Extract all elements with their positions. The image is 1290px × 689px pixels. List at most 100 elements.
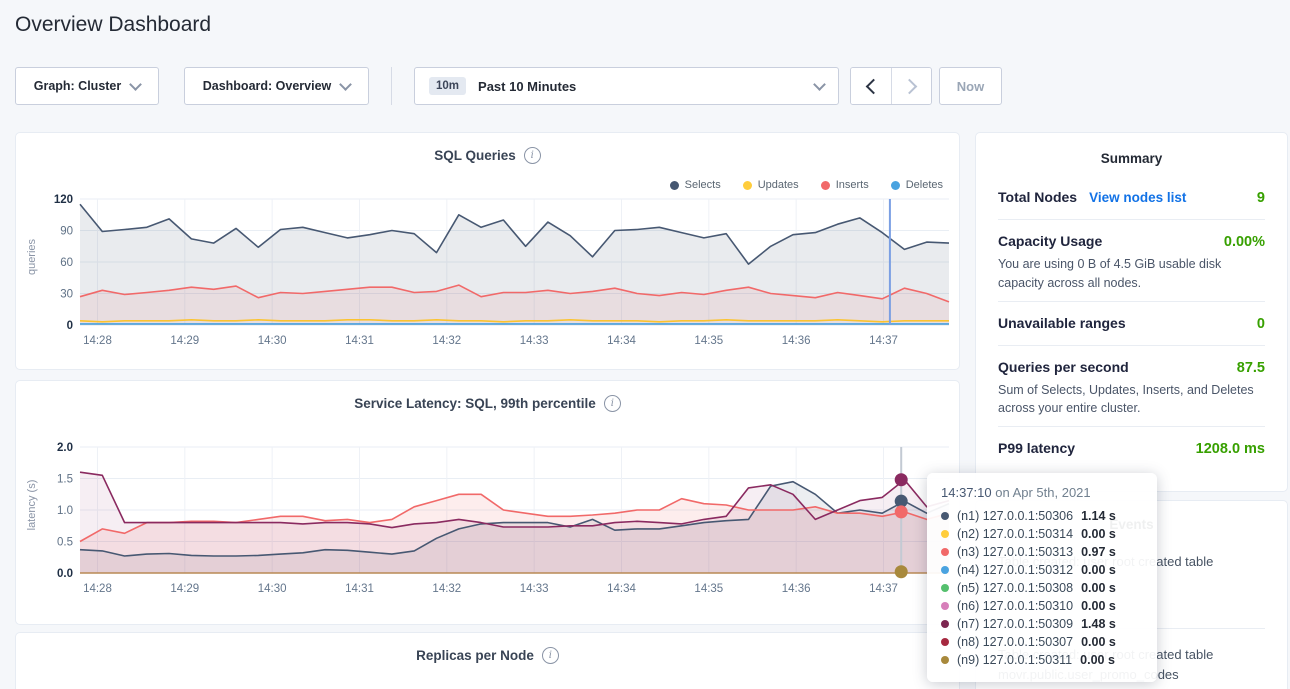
summary-title: Summary	[976, 151, 1287, 166]
svg-text:2.0: 2.0	[57, 442, 73, 454]
node-color-dot-icon	[941, 530, 949, 538]
legend-label: Selects	[685, 179, 721, 191]
svg-text:14:30: 14:30	[258, 583, 287, 595]
capacity-usage-desc: You are using 0 B of 4.5 GiB usable disk…	[998, 255, 1265, 293]
unavailable-ranges-label: Unavailable ranges	[998, 315, 1126, 331]
svg-text:14:34: 14:34	[607, 583, 636, 595]
sql-queries-chart[interactable]: 14:2814:2914:3014:3114:3214:3314:3414:35…	[34, 191, 959, 351]
svg-text:0: 0	[67, 320, 73, 332]
chevron-down-icon	[129, 78, 142, 91]
node-address: (n9) 127.0.0.1:50311	[957, 653, 1072, 667]
unavailable-ranges-row: Unavailable ranges 0	[998, 306, 1265, 341]
total-nodes-row: Total Nodes View nodes list 9	[998, 180, 1265, 215]
info-icon[interactable]	[524, 147, 541, 164]
capacity-usage-row: Capacity Usage 0.00%	[998, 224, 1265, 259]
legend-label: Updates	[758, 179, 799, 191]
svg-text:14:31: 14:31	[345, 335, 374, 347]
graph-dropdown[interactable]: Graph: Cluster	[15, 67, 159, 105]
chevron-down-icon	[813, 78, 826, 91]
queries-per-second-label: Queries per second	[998, 359, 1129, 375]
replicas-per-node-card: Replicas per Node	[15, 632, 960, 689]
p99-latency-value: 1208.0 ms	[1196, 441, 1265, 457]
node-address: (n7) 127.0.0.1:50309	[957, 617, 1073, 631]
tooltip-node-row: (n6) 127.0.0.1:50310 0.00 s	[941, 597, 1143, 615]
node-address: (n1) 127.0.0.1:50306	[957, 509, 1073, 523]
node-latency-value: 0.00 s	[1081, 599, 1116, 613]
chevron-right-icon	[902, 78, 918, 94]
svg-text:1.0: 1.0	[57, 505, 73, 517]
svg-text:14:32: 14:32	[432, 335, 461, 347]
svg-text:14:30: 14:30	[258, 335, 287, 347]
summary-panel: Summary Total Nodes View nodes list 9 Ca…	[975, 132, 1288, 492]
legend-item[interactable]: Deletes	[891, 179, 943, 191]
now-button[interactable]: Now	[939, 67, 1002, 105]
svg-text:120: 120	[54, 194, 73, 206]
p99-latency-row: P99 latency 1208.0 ms	[998, 431, 1265, 466]
node-latency-value: 0.00 s	[1080, 653, 1115, 667]
tooltip-time: 14:37:10	[941, 485, 992, 500]
svg-text:14:36: 14:36	[782, 335, 811, 347]
svg-text:60: 60	[60, 257, 73, 269]
queries-per-second-value: 87.5	[1237, 360, 1265, 376]
tooltip-node-row: (n3) 127.0.0.1:50313 0.97 s	[941, 543, 1143, 561]
node-address: (n6) 127.0.0.1:50310	[957, 599, 1073, 613]
node-color-dot-icon	[941, 638, 949, 646]
tooltip-node-row: (n5) 127.0.0.1:50308 0.00 s	[941, 579, 1143, 597]
legend-label: Inserts	[836, 179, 869, 191]
svg-text:14:29: 14:29	[170, 583, 199, 595]
node-color-dot-icon	[941, 656, 949, 664]
info-icon[interactable]	[542, 647, 559, 664]
node-address: (n5) 127.0.0.1:50308	[957, 581, 1073, 595]
node-latency-value: 0.00 s	[1081, 635, 1116, 649]
capacity-usage-label: Capacity Usage	[998, 233, 1102, 249]
legend-item[interactable]: Updates	[743, 179, 799, 191]
dashboard-dropdown-label: Dashboard: Overview	[203, 79, 332, 93]
tooltip-node-row: (n7) 127.0.0.1:50309 1.48 s	[941, 615, 1143, 633]
time-step-buttons	[850, 67, 932, 105]
svg-text:14:35: 14:35	[694, 583, 723, 595]
sql-queries-title: SQL Queries	[434, 148, 516, 163]
time-range-label: Past 10 Minutes	[478, 79, 576, 94]
service-latency-chart[interactable]: 14:2814:2914:3014:3114:3214:3314:3414:35…	[34, 439, 959, 599]
total-nodes-value: 9	[1257, 190, 1265, 206]
tooltip-node-row: (n2) 127.0.0.1:50314 0.00 s	[941, 525, 1143, 543]
queries-per-second-desc: Sum of Selects, Updates, Inserts, and De…	[998, 381, 1265, 419]
tooltip-node-row: (n4) 127.0.0.1:50312 0.00 s	[941, 561, 1143, 579]
svg-text:90: 90	[60, 226, 73, 238]
sql-queries-legend: Selects Updates Inserts Deletes	[670, 179, 943, 191]
node-color-dot-icon	[941, 512, 949, 520]
tooltip-node-row: (n1) 127.0.0.1:50306 1.14 s	[941, 507, 1143, 525]
svg-text:14:28: 14:28	[83, 583, 112, 595]
legend-dot-icon	[670, 181, 679, 190]
info-icon[interactable]	[604, 395, 621, 412]
node-color-dot-icon	[941, 566, 949, 574]
node-address: (n3) 127.0.0.1:50313	[957, 545, 1073, 559]
overview-dashboard-page: Overview Dashboard Graph: Cluster Dashbo…	[0, 0, 1290, 689]
tooltip-node-row: (n9) 127.0.0.1:50311 0.00 s	[941, 651, 1143, 669]
time-prev-button[interactable]	[851, 68, 891, 104]
svg-text:0.5: 0.5	[57, 537, 73, 549]
svg-text:14:35: 14:35	[694, 335, 723, 347]
legend-dot-icon	[743, 181, 752, 190]
time-range-selector[interactable]: 10m Past 10 Minutes	[414, 67, 839, 105]
node-latency-value: 1.14 s	[1081, 509, 1116, 523]
svg-text:14:33: 14:33	[520, 335, 549, 347]
queries-per-second-row: Queries per second 87.5	[998, 350, 1265, 385]
svg-text:14:37: 14:37	[869, 583, 898, 595]
total-nodes-label: Total Nodes	[998, 189, 1077, 205]
view-nodes-list-link[interactable]: View nodes list	[1089, 190, 1186, 205]
legend-item[interactable]: Inserts	[821, 179, 869, 191]
replicas-per-node-title: Replicas per Node	[416, 648, 534, 663]
node-address: (n4) 127.0.0.1:50312	[957, 563, 1073, 577]
node-latency-value: 0.00 s	[1081, 527, 1116, 541]
legend-dot-icon	[821, 181, 830, 190]
svg-text:14:33: 14:33	[520, 583, 549, 595]
dashboard-dropdown[interactable]: Dashboard: Overview	[184, 67, 369, 105]
time-next-button[interactable]	[891, 68, 931, 104]
node-address: (n8) 127.0.0.1:50307	[957, 635, 1073, 649]
divider	[998, 345, 1265, 346]
divider	[998, 219, 1265, 220]
tooltip-date: on Apr 5th, 2021	[995, 485, 1090, 500]
legend-item[interactable]: Selects	[670, 179, 721, 191]
toolbar: Graph: Cluster Dashboard: Overview 10m P…	[15, 67, 1002, 105]
